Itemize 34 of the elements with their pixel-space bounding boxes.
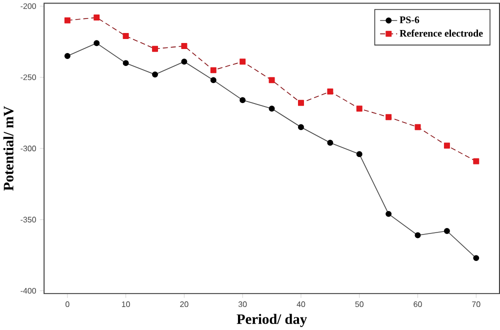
point [152, 71, 158, 78]
point [64, 52, 70, 59]
point [181, 42, 188, 49]
point [268, 105, 275, 112]
point [473, 254, 480, 261]
point [414, 232, 421, 238]
point [94, 14, 100, 20]
point [298, 100, 304, 106]
point [210, 67, 216, 74]
point [386, 210, 392, 217]
point [414, 124, 421, 130]
point [327, 88, 334, 94]
point [444, 228, 450, 234]
legend-label: Reference electrode [400, 29, 483, 37]
point [122, 60, 129, 66]
point [268, 77, 275, 84]
point [298, 124, 304, 130]
point [94, 40, 100, 46]
point [327, 140, 334, 146]
point [356, 105, 362, 112]
point [152, 46, 158, 52]
x-axis-title: Period/ day [236, 314, 307, 327]
point [181, 58, 188, 64]
point [240, 96, 246, 103]
y-axis-title: Potential/ mV [3, 106, 14, 191]
point [64, 17, 70, 24]
point [386, 114, 392, 120]
point [444, 142, 450, 148]
point [210, 77, 216, 84]
legend-label: PS-6 [400, 16, 420, 24]
point [122, 32, 129, 39]
point [356, 151, 362, 158]
point [473, 158, 480, 164]
point [240, 58, 246, 64]
